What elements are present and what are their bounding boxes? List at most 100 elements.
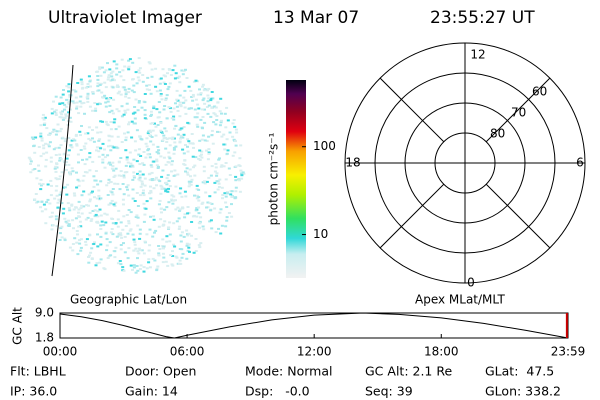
pixel bbox=[218, 157, 221, 160]
pixel bbox=[163, 83, 167, 85]
pixel bbox=[149, 92, 153, 95]
pixel bbox=[127, 65, 131, 68]
pixel bbox=[227, 212, 231, 214]
pixel bbox=[50, 112, 54, 115]
pixel bbox=[58, 159, 62, 162]
pixel bbox=[124, 95, 128, 98]
pixel bbox=[88, 211, 92, 214]
pixel bbox=[203, 180, 207, 183]
pixel bbox=[133, 200, 137, 202]
pixel bbox=[145, 200, 149, 203]
pixel bbox=[111, 222, 115, 225]
pixel bbox=[138, 71, 142, 74]
pixel bbox=[104, 105, 108, 108]
pixel bbox=[208, 202, 212, 205]
pixel bbox=[202, 97, 206, 100]
pixel bbox=[119, 93, 123, 96]
diagonal bbox=[379, 183, 445, 249]
pixel bbox=[58, 232, 62, 235]
pixel bbox=[212, 112, 216, 115]
pixel bbox=[138, 163, 142, 166]
pixel bbox=[119, 170, 123, 173]
pixel bbox=[222, 133, 226, 136]
pixel bbox=[132, 91, 136, 94]
pixel bbox=[126, 188, 129, 191]
pixel bbox=[185, 242, 189, 245]
pixel bbox=[99, 120, 103, 123]
pixel bbox=[118, 188, 122, 191]
pixel bbox=[153, 122, 156, 125]
pixel bbox=[63, 140, 67, 143]
pixel bbox=[173, 127, 176, 130]
pixel bbox=[62, 153, 66, 156]
pixel bbox=[170, 170, 173, 173]
pixel bbox=[49, 194, 53, 197]
pixel bbox=[44, 165, 48, 168]
pixel bbox=[185, 167, 189, 170]
pixel bbox=[137, 69, 141, 72]
pixel bbox=[76, 253, 80, 256]
pixel bbox=[148, 192, 151, 195]
pixel bbox=[82, 101, 86, 104]
pixel bbox=[69, 144, 73, 147]
pixel bbox=[186, 206, 190, 208]
pixel bbox=[106, 194, 110, 196]
pixel bbox=[155, 151, 159, 154]
pixel bbox=[126, 257, 130, 260]
pixel bbox=[109, 181, 113, 184]
pixel bbox=[173, 77, 177, 80]
pixel bbox=[214, 231, 218, 234]
pixel bbox=[69, 120, 73, 123]
pixel bbox=[240, 177, 244, 180]
pixel bbox=[77, 215, 81, 218]
pixel bbox=[122, 176, 126, 179]
pixel bbox=[97, 195, 101, 197]
pixel bbox=[98, 66, 102, 69]
pixel bbox=[124, 225, 128, 227]
pixel bbox=[136, 257, 139, 260]
pixel bbox=[192, 146, 195, 149]
pixel bbox=[147, 148, 151, 151]
pixel bbox=[112, 169, 116, 172]
pixel bbox=[160, 188, 164, 190]
pixel bbox=[187, 246, 191, 249]
pixel bbox=[66, 101, 70, 104]
pixel bbox=[200, 150, 204, 153]
pixel bbox=[73, 194, 77, 197]
pixel bbox=[133, 106, 137, 108]
pixel bbox=[104, 69, 108, 72]
pixel bbox=[134, 149, 138, 152]
pixel bbox=[168, 221, 172, 224]
diagonal bbox=[485, 183, 551, 249]
pixel bbox=[60, 171, 64, 174]
pixel bbox=[124, 149, 128, 152]
pixel bbox=[43, 116, 47, 119]
pixel bbox=[156, 167, 160, 169]
pixel bbox=[180, 231, 184, 234]
pixel bbox=[132, 266, 136, 269]
pixel bbox=[89, 139, 93, 142]
colorbar-tick-label: 100 bbox=[313, 139, 336, 153]
pixel bbox=[155, 184, 158, 187]
pixel bbox=[194, 156, 198, 159]
pixel bbox=[197, 199, 201, 202]
pixel bbox=[134, 216, 138, 218]
pixel bbox=[116, 225, 120, 228]
pixel bbox=[106, 154, 110, 157]
pixel bbox=[201, 99, 205, 102]
pixel bbox=[34, 193, 38, 195]
pixel bbox=[191, 93, 195, 96]
pixel bbox=[79, 238, 83, 241]
pixel bbox=[99, 197, 103, 200]
pixel bbox=[88, 80, 92, 83]
pixel bbox=[103, 81, 107, 84]
pixel bbox=[149, 110, 153, 113]
pixel bbox=[157, 178, 161, 181]
pixel bbox=[105, 244, 109, 247]
pixel bbox=[192, 80, 196, 83]
pixel bbox=[64, 220, 68, 223]
pixel bbox=[215, 174, 219, 177]
pixel bbox=[185, 77, 189, 79]
pixel bbox=[131, 233, 135, 236]
pixel bbox=[129, 228, 133, 231]
